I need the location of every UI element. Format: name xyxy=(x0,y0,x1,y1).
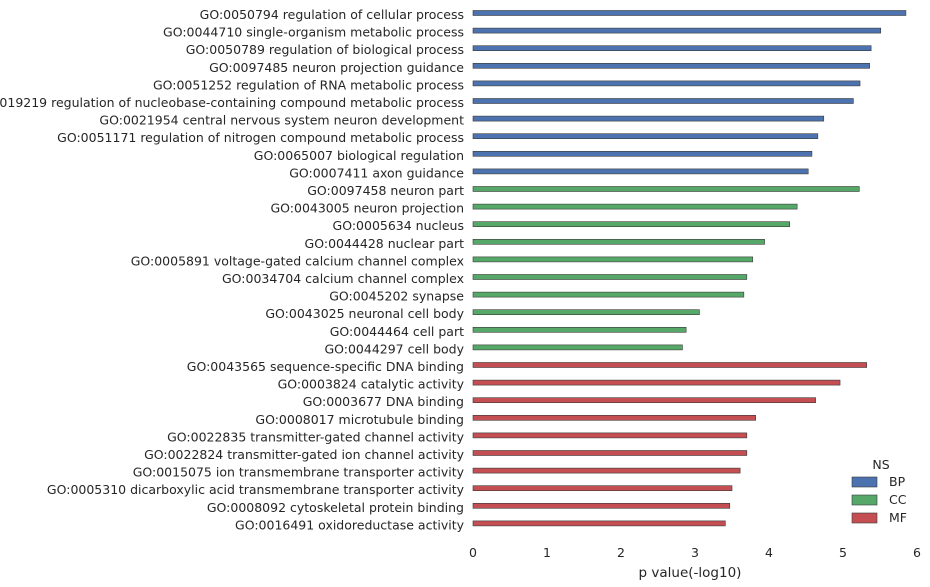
category-label: GO:0065007 biological regulation xyxy=(254,148,464,163)
category-label: GO:0051171 regulation of nitrogen compou… xyxy=(57,130,464,145)
bar-cc xyxy=(472,221,791,227)
bar-cc xyxy=(472,186,860,192)
category-label: GO:0008092 cytoskeletal protein binding xyxy=(207,500,464,515)
x-tick-label: 3 xyxy=(691,545,699,560)
bar-cc xyxy=(472,256,754,263)
x-tick-label: 2 xyxy=(617,545,625,560)
category-label: GO:0015075 ion transmembrane transporter… xyxy=(133,465,465,480)
bar-mf xyxy=(472,414,756,421)
category-label: GO:0043005 neuron projection xyxy=(270,201,464,216)
bar-mf xyxy=(472,450,748,456)
category-label: GO:0021954 central nervous system neuron… xyxy=(99,113,464,128)
category-label: GO:0051252 regulation of RNA metabolic p… xyxy=(153,77,464,92)
category-label: GO:0044710 single-organism metabolic pro… xyxy=(163,25,464,40)
bar-mf xyxy=(472,520,726,527)
category-label: GO:0005891 voltage-gated calcium channel… xyxy=(131,253,464,268)
legend-title: NS xyxy=(872,457,889,472)
category-labels: GO:0050794 regulation of cellular proces… xyxy=(0,7,465,532)
legend-swatch-bp xyxy=(851,476,878,488)
legend-label: CC xyxy=(889,492,907,507)
legend: NS BP CC MF xyxy=(851,457,907,525)
category-label: GO:0022824 transmitter-gated ion channel… xyxy=(144,447,465,462)
x-tick-label: 0 xyxy=(469,545,477,560)
bar-bp xyxy=(472,168,809,175)
legend-swatch-mf xyxy=(851,512,878,524)
bars xyxy=(472,10,907,527)
bar-cc xyxy=(472,239,765,245)
bar-bp xyxy=(472,80,861,87)
bar-mf xyxy=(472,362,867,368)
bar-mf xyxy=(472,467,741,474)
bar-cc xyxy=(472,344,683,351)
category-label: GO:0022835 transmitter-gated channel act… xyxy=(167,429,464,444)
category-label: GO:0019219 regulation of nucleobase-cont… xyxy=(0,95,464,110)
category-label: GO:0044428 nuclear part xyxy=(305,236,465,251)
bar-cc xyxy=(472,291,745,298)
category-label: GO:0043565 sequence-specific DNA binding xyxy=(187,359,464,374)
bar-mf xyxy=(472,485,733,492)
category-label: GO:0045202 synapse xyxy=(329,289,464,304)
bar-cc xyxy=(472,203,798,210)
category-label: GO:0097485 neuron projection guidance xyxy=(209,60,464,75)
legend-label: MF xyxy=(889,510,907,525)
x-tick-label: 6 xyxy=(913,545,921,560)
category-label: GO:0003824 catalytic activity xyxy=(278,377,465,392)
bar-bp xyxy=(472,133,819,139)
bar-bp xyxy=(472,115,825,122)
bar-cc xyxy=(472,274,748,280)
category-label: GO:0003677 DNA binding xyxy=(303,394,464,409)
legend-label: BP xyxy=(889,474,906,489)
bar-bp xyxy=(472,27,882,34)
bar-bp xyxy=(472,45,872,52)
category-label: GO:0005310 dicarboxylic acid transmembra… xyxy=(47,482,465,497)
bar-mf xyxy=(472,432,748,439)
category-label: GO:0016491 oxidoreductase activity xyxy=(235,517,465,532)
x-axis-ticks: 0 1 2 3 4 5 6 xyxy=(469,545,921,560)
legend-swatch-cc xyxy=(851,494,878,506)
bar-cc xyxy=(472,309,700,316)
category-label: GO:0034704 calcium channel complex xyxy=(222,271,464,286)
bar-mf xyxy=(472,397,816,404)
category-label: GO:0007411 axon guidance xyxy=(289,165,464,180)
bar-cc xyxy=(472,326,687,333)
category-label: GO:0008017 microtubule binding xyxy=(255,412,464,427)
category-label: GO:0050794 regulation of cellular proces… xyxy=(200,7,464,22)
category-label: GO:0044464 cell part xyxy=(330,324,464,339)
bar-bp xyxy=(472,98,854,104)
category-label: GO:0043025 neuronal cell body xyxy=(265,306,464,321)
x-tick-label: 5 xyxy=(839,545,847,560)
category-label: GO:0050789 regulation of biological proc… xyxy=(186,42,464,57)
bar-bp xyxy=(472,151,813,157)
bar-bp xyxy=(472,62,870,69)
x-axis-title: p value(-log10) xyxy=(639,565,742,581)
bar-mf xyxy=(472,379,841,386)
category-label: GO:0044297 cell body xyxy=(324,341,464,356)
category-label: GO:0097458 neuron part xyxy=(307,183,464,198)
x-tick-label: 4 xyxy=(765,545,773,560)
bar-bp xyxy=(472,10,907,16)
x-tick-label: 1 xyxy=(543,545,551,560)
bar-mf xyxy=(472,502,731,509)
category-label: GO:0005634 nucleus xyxy=(333,218,464,233)
